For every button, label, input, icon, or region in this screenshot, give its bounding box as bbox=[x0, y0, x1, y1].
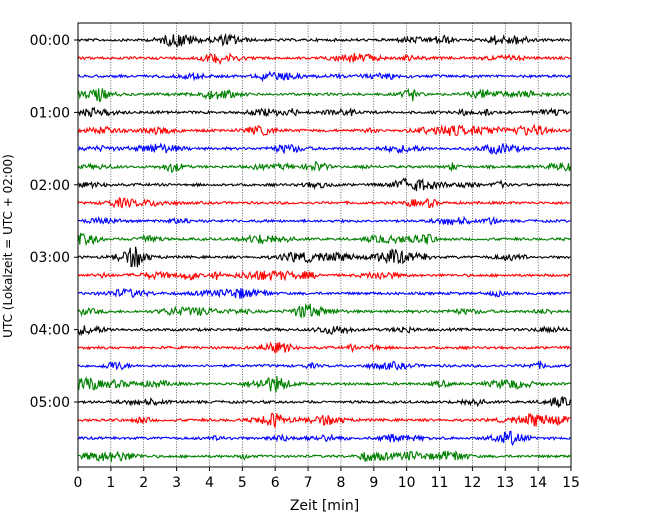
x-tick-label: 3 bbox=[172, 475, 181, 491]
trace-row bbox=[77, 324, 571, 337]
trace-row bbox=[77, 142, 571, 155]
x-tick-label: 0 bbox=[74, 475, 83, 491]
x-tick-label: 2 bbox=[139, 475, 148, 491]
x-tick-label: 5 bbox=[238, 475, 247, 491]
y-tick-label: 05:00 bbox=[30, 395, 70, 411]
trace-row bbox=[77, 32, 571, 48]
y-tick-label: 00:00 bbox=[30, 33, 70, 49]
x-axis-label: Zeit [min] bbox=[290, 498, 359, 514]
x-axis-ticks: 0 1 2 3 4 5 6 7 8 9 10 11 12 13 14 15 bbox=[74, 467, 580, 491]
trace-row bbox=[77, 160, 571, 173]
x-tick-label: 14 bbox=[529, 475, 547, 491]
y-tick-label: 04:00 bbox=[30, 323, 70, 339]
trace-row bbox=[77, 232, 571, 247]
trace-row bbox=[77, 375, 571, 393]
trace-row bbox=[77, 88, 571, 103]
traces bbox=[77, 32, 571, 463]
trace-row bbox=[77, 302, 571, 319]
x-tick-label: 9 bbox=[369, 475, 378, 491]
y-axis-ticks: 00:00 01:00 02:00 03:00 04:00 05:00 bbox=[30, 33, 78, 411]
x-tick-label: 6 bbox=[271, 475, 280, 491]
x-tick-label: 12 bbox=[463, 475, 481, 491]
trace-row bbox=[77, 70, 571, 83]
y-tick-label: 02:00 bbox=[30, 178, 70, 194]
trace-row bbox=[77, 287, 571, 299]
trace-row bbox=[77, 395, 571, 408]
trace-row bbox=[77, 52, 571, 66]
x-tick-label: 13 bbox=[496, 475, 514, 491]
trace-row bbox=[77, 359, 571, 371]
y-tick-label: 03:00 bbox=[30, 250, 70, 266]
trace-row bbox=[77, 430, 571, 446]
trace-row bbox=[77, 106, 571, 118]
x-tick-label: 1 bbox=[106, 475, 115, 491]
x-tick-label: 15 bbox=[562, 475, 580, 491]
x-tick-label: 11 bbox=[431, 475, 449, 491]
x-tick-label: 4 bbox=[205, 475, 214, 491]
trace-row bbox=[77, 215, 571, 226]
trace-row bbox=[77, 123, 571, 137]
grid-lines bbox=[110, 23, 539, 467]
trace-row bbox=[77, 246, 571, 268]
trace-row bbox=[77, 197, 571, 209]
trace-row bbox=[77, 341, 571, 355]
y-axis-label: UTC (Lokalzeit = UTC + 02:00) bbox=[1, 154, 15, 338]
trace-row bbox=[77, 270, 571, 282]
x-tick-label: 7 bbox=[304, 475, 313, 491]
trace-row bbox=[77, 412, 571, 428]
plot-frame bbox=[77, 22, 572, 468]
trace-row bbox=[77, 449, 571, 463]
x-tick-label: 8 bbox=[336, 475, 345, 491]
x-tick-label: 10 bbox=[398, 475, 416, 491]
trace-row bbox=[77, 177, 571, 192]
y-tick-label: 01:00 bbox=[30, 105, 70, 121]
